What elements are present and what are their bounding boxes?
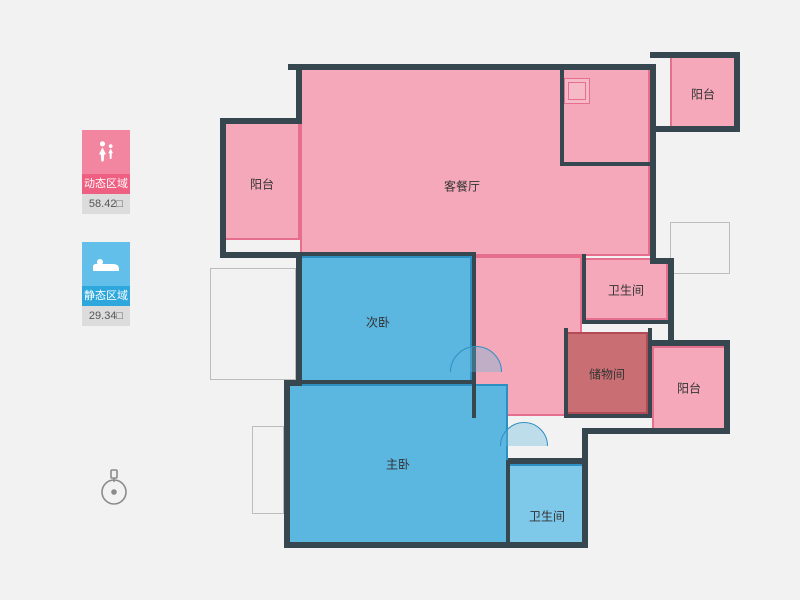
outer-wall [582,458,588,548]
outer-wall [220,252,302,258]
outer-wall [650,126,740,132]
static-sleep-icon [82,242,130,286]
outer-wall [296,252,302,386]
aux-outline [252,426,284,514]
outer-wall [668,258,674,344]
outer-wall [284,542,588,548]
compass-icon [96,468,132,513]
outer-wall [650,340,730,346]
room-label-balcony-se: 阳台 [677,380,701,397]
outer-wall [508,458,588,464]
aux-outline [210,268,296,380]
room-label-storage: 储物间 [589,366,625,383]
legend-dynamic-value: 58.42□ [82,194,130,214]
legend-static-value: 29.34□ [82,306,130,326]
room-label-balcony-ne: 阳台 [691,86,715,103]
room-label-bath-e: 卫生间 [608,282,644,299]
outer-wall [220,118,226,258]
partition [564,414,650,418]
outer-wall [650,64,656,264]
room-label-living: 客餐厅 [444,178,480,195]
legend-dynamic-label: 动态区域 [82,174,130,194]
partition [506,460,510,546]
aux-outline [670,222,730,274]
outer-wall [284,380,290,548]
dynamic-people-icon [82,130,130,174]
partition [300,252,476,256]
outer-wall [288,64,654,70]
outer-wall [582,428,730,434]
room-label-bed2: 次卧 [366,314,390,331]
legend: 动态区域 58.42□ 静态区域 29.34□ [82,130,138,354]
kitchen-sink-icon [564,78,590,104]
outer-wall [734,52,740,132]
floorplan: 厨房阳台阳台客餐厅卫生间阳台储物间次卧主卧卫生间 [210,26,746,564]
partition [288,380,476,384]
partition [560,162,654,166]
room-label-bath-s: 卫生间 [529,508,565,525]
room-label-bed1: 主卧 [386,456,410,473]
partition [472,252,476,418]
outer-wall [220,118,302,124]
legend-static: 静态区域 29.34□ [82,242,138,326]
partition [564,328,568,416]
legend-dynamic: 动态区域 58.42□ [82,130,138,214]
partition [582,320,670,324]
partition [582,254,586,324]
room-bath-s [508,464,586,544]
room-label-balcony-w: 阳台 [250,176,274,193]
outer-wall [296,64,302,124]
legend-static-label: 静态区域 [82,286,130,306]
outer-wall [724,340,730,434]
outer-wall [650,52,740,58]
